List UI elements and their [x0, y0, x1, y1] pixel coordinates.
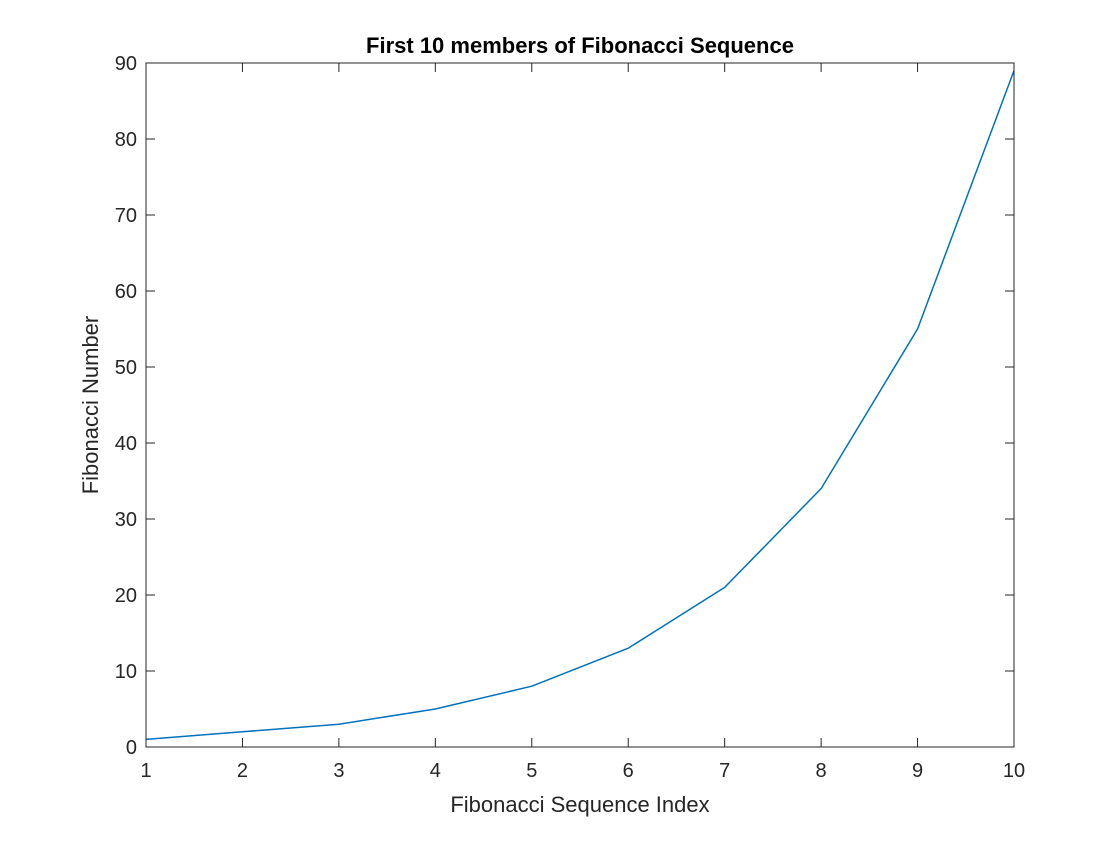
y-tick-label: 0 — [126, 737, 137, 759]
y-tick-label: 50 — [115, 357, 137, 379]
x-tick-label: 6 — [623, 760, 634, 782]
x-tick-label: 8 — [816, 760, 827, 782]
x-tick-label: 4 — [430, 760, 441, 782]
y-tick-label: 60 — [115, 281, 137, 303]
y-axis-label: Fibonacci Number — [78, 316, 103, 495]
y-tick-label: 30 — [115, 509, 137, 531]
plot-area — [146, 63, 1014, 747]
x-tick-label: 9 — [912, 760, 923, 782]
y-tick-label: 70 — [115, 205, 137, 227]
y-tick-label: 10 — [115, 661, 137, 683]
y-tick-label: 90 — [115, 53, 137, 75]
x-tick-label: 7 — [719, 760, 730, 782]
y-tick-label: 20 — [115, 585, 137, 607]
y-tick-label: 40 — [115, 433, 137, 455]
chart-title: First 10 members of Fibonacci Sequence — [366, 33, 794, 58]
x-tick-label: 2 — [237, 760, 248, 782]
y-tick-label: 80 — [115, 129, 137, 151]
x-tick-label: 3 — [333, 760, 344, 782]
x-tick-label: 5 — [526, 760, 537, 782]
x-tick-label: 1 — [140, 760, 151, 782]
x-tick-label: 10 — [1003, 760, 1025, 782]
x-axis-label: Fibonacci Sequence Index — [450, 792, 709, 817]
